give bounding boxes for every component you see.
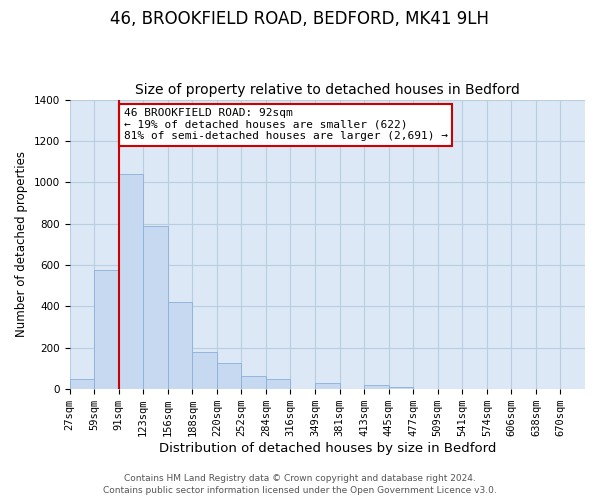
Text: 46, BROOKFIELD ROAD, BEDFORD, MK41 9LH: 46, BROOKFIELD ROAD, BEDFORD, MK41 9LH [110, 10, 490, 28]
Y-axis label: Number of detached properties: Number of detached properties [15, 152, 28, 338]
Bar [241, 376, 266, 389]
Text: 46 BROOKFIELD ROAD: 92sqm
← 19% of detached houses are smaller (622)
81% of semi: 46 BROOKFIELD ROAD: 92sqm ← 19% of detac… [124, 108, 448, 142]
Bar [217, 364, 241, 389]
Bar [143, 226, 168, 389]
Bar [119, 174, 143, 389]
Bar [315, 383, 340, 389]
Bar [192, 352, 217, 389]
Text: Contains HM Land Registry data © Crown copyright and database right 2024.
Contai: Contains HM Land Registry data © Crown c… [103, 474, 497, 495]
Bar [70, 379, 94, 389]
Bar [364, 385, 389, 389]
Bar [94, 270, 119, 389]
X-axis label: Distribution of detached houses by size in Bedford: Distribution of detached houses by size … [158, 442, 496, 455]
Bar [168, 302, 192, 389]
Bar [389, 387, 413, 389]
Bar [266, 379, 290, 389]
Title: Size of property relative to detached houses in Bedford: Size of property relative to detached ho… [135, 83, 520, 97]
